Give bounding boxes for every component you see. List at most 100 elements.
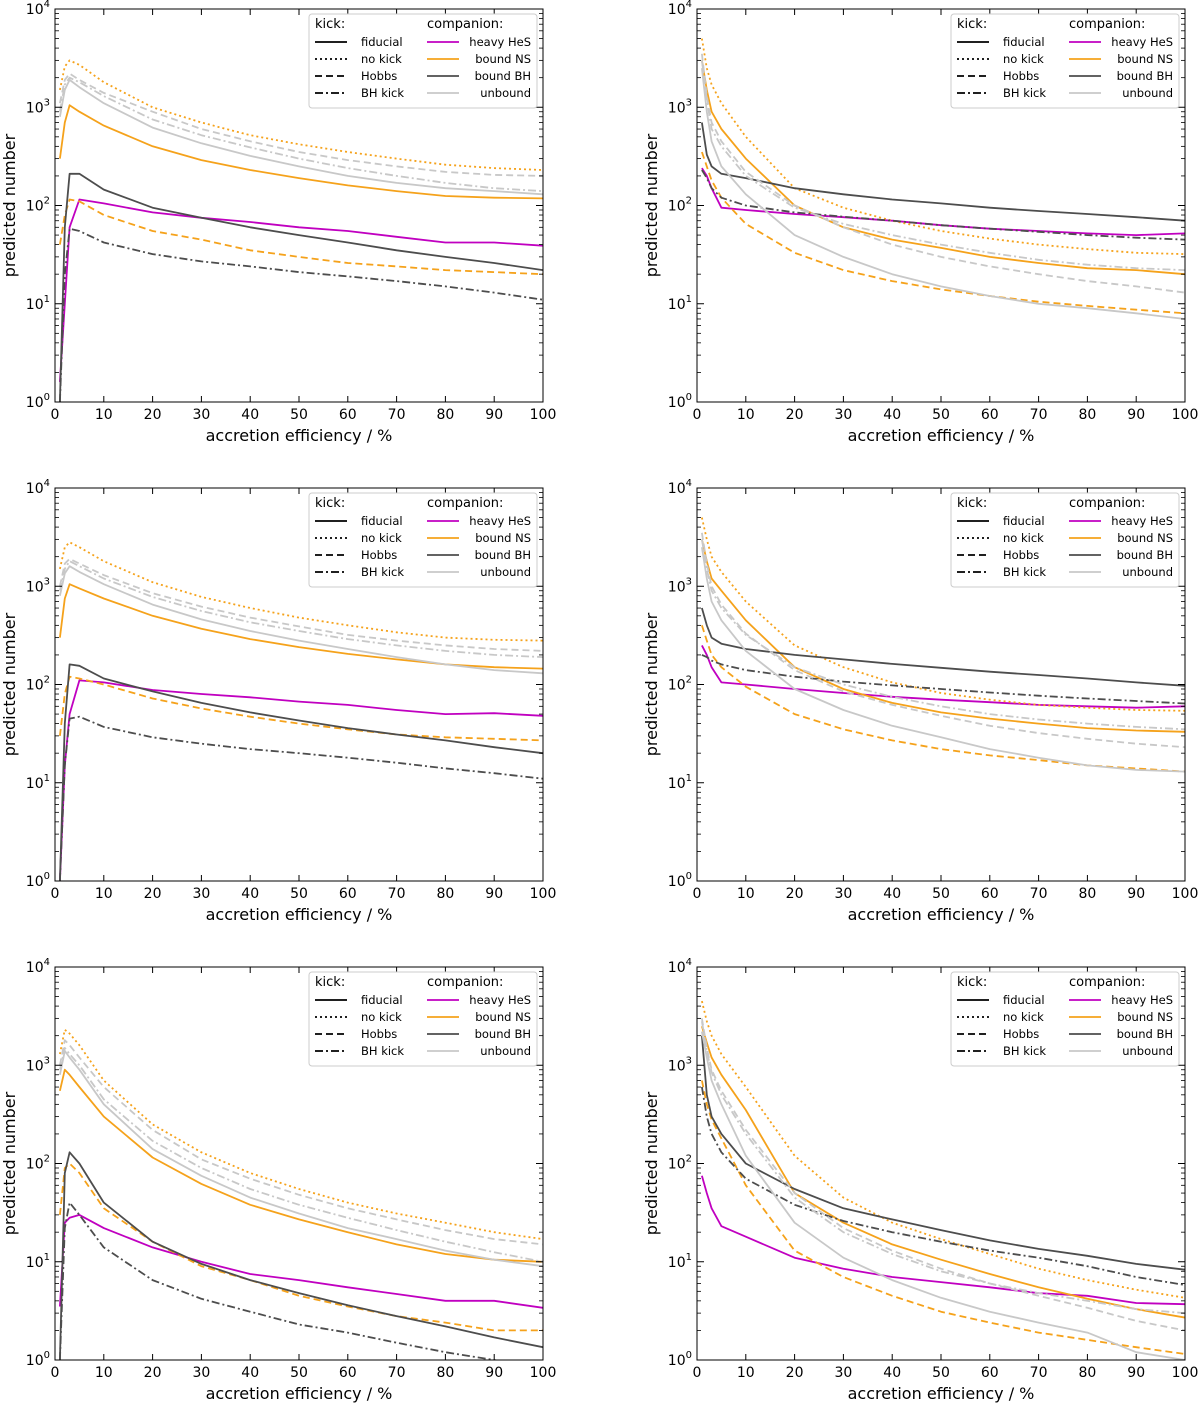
x-tick-label: 40: [883, 1365, 901, 1381]
y-tick-label: 104: [668, 478, 692, 497]
x-tick-label: 30: [192, 886, 210, 902]
x-tick-label: 80: [436, 886, 454, 902]
x-tick-label: 50: [932, 407, 950, 423]
legend-kick-label: no kick: [361, 531, 402, 545]
x-tick-label: 40: [241, 886, 259, 902]
series-group: [59, 1028, 543, 1360]
legend-companion-title: companion:: [1069, 975, 1145, 990]
series-line-bound-bh-bh-kick: [59, 1201, 499, 1360]
x-tick-label: 20: [144, 407, 162, 423]
legend: kick: companion: fiducial no kick Hobbs BH ki…: [950, 13, 1180, 109]
x-tick-label: 10: [95, 1365, 113, 1381]
series-line-unbound-fiducial: [701, 1031, 1185, 1360]
series-group: [59, 59, 543, 402]
series-line-bound-ns-fiducial: [59, 104, 543, 200]
legend-kick-title: kick:: [957, 496, 987, 511]
legend-companion-label: bound NS: [475, 52, 531, 66]
series-line-unbound-bh-kick: [59, 1047, 543, 1263]
x-tick-label: 80: [1078, 407, 1096, 423]
x-tick-label: 90: [485, 407, 503, 423]
legend-kick-title: kick:: [315, 17, 345, 32]
y-tick-label: 100: [668, 1350, 692, 1369]
legend-companion-label: heavy HeS: [1111, 35, 1173, 49]
legend-kick-label: BH kick: [361, 565, 404, 579]
x-axis-label: accretion efficiency / %: [848, 905, 1035, 924]
legend-box: [308, 971, 538, 1067]
y-tick-label: 103: [668, 576, 692, 595]
y-tick-label: 104: [26, 0, 50, 18]
legend-box: [950, 13, 1180, 109]
series-line-unbound-hobbs: [59, 1039, 543, 1246]
series-line-bound-bh-fiducial: [701, 122, 1185, 222]
y-tick-label: 103: [26, 97, 50, 116]
legend-kick-label: BH kick: [1003, 1044, 1046, 1058]
series-line-unbound-bh-kick: [59, 76, 543, 192]
panel-middle-left: 0 10 20 30 40 50 60 70 80 90 100 100 101 102 103 104 acc…: [0, 478, 556, 924]
series-line-heavy-hes-fiducial: [59, 198, 543, 382]
y-tick-label: 101: [26, 773, 50, 792]
x-tick-label: 60: [981, 407, 999, 423]
y-tick-label: 100: [26, 392, 50, 411]
series-line-bound-bh-bh-kick: [59, 715, 543, 881]
y-tick-label: 102: [26, 196, 50, 215]
legend: kick: companion: fiducial no kick Hobbs BH ki…: [950, 492, 1180, 588]
legend-kick-label: Hobbs: [361, 69, 397, 83]
legend-companion-label: bound BH: [1117, 1027, 1173, 1041]
x-tick-label: 80: [436, 407, 454, 423]
x-tick-label: 100: [1172, 886, 1199, 902]
legend-companion-title: companion:: [427, 17, 503, 32]
legend-kick-label: no kick: [361, 52, 402, 66]
series-line-bound-bh-bh-kick: [701, 654, 1185, 705]
legend-companion-label: bound BH: [475, 1027, 531, 1041]
x-tick-label: 20: [144, 886, 162, 902]
x-tick-label: 100: [530, 886, 557, 902]
legend-companion-label: unbound: [480, 565, 531, 579]
y-tick-label: 100: [26, 871, 50, 890]
x-tick-label: 60: [981, 886, 999, 902]
x-tick-label: 80: [1078, 886, 1096, 902]
legend-kick-label: BH kick: [1003, 86, 1046, 100]
x-tick-label: 90: [1127, 886, 1145, 902]
legend-companion-label: heavy HeS: [469, 993, 531, 1007]
legend-companion-label: bound NS: [1117, 52, 1173, 66]
legend-kick-label: fiducial: [1003, 35, 1045, 49]
y-tick-label: 104: [668, 957, 692, 976]
x-tick-label: 20: [786, 886, 804, 902]
x-tick-label: 70: [1030, 407, 1048, 423]
y-tick-label: 103: [26, 1055, 50, 1074]
panel-bottom-left: 0 10 20 30 40 50 60 70 80 90 100 100 101 102 103 104 acc…: [0, 957, 556, 1403]
x-axis-label: accretion efficiency / %: [848, 1384, 1035, 1403]
series-line-bound-ns-fiducial: [701, 60, 1185, 276]
x-tick-label: 0: [693, 886, 702, 902]
x-tick-label: 100: [1172, 407, 1199, 423]
y-tick-label: 104: [668, 0, 692, 18]
series-line-unbound-fiducial: [701, 68, 1185, 320]
legend-companion-label: bound BH: [475, 69, 531, 83]
x-tick-label: 90: [485, 1365, 503, 1381]
legend-box: [308, 13, 538, 109]
legend-box: [950, 971, 1180, 1067]
legend-kick-label: Hobbs: [1003, 69, 1039, 83]
y-axis-label: predicted number: [0, 1091, 19, 1235]
y-axis-label: predicted number: [642, 1091, 661, 1235]
x-tick-label: 80: [1078, 1365, 1096, 1381]
legend-kick-title: kick:: [957, 17, 987, 32]
x-axis-label: accretion efficiency / %: [206, 426, 393, 445]
legend-kick-label: fiducial: [361, 514, 403, 528]
x-tick-label: 20: [786, 1365, 804, 1381]
legend-kick-label: BH kick: [361, 1044, 404, 1058]
series-line-bound-bh-fiducial: [701, 607, 1185, 687]
y-axis-label: predicted number: [0, 133, 19, 277]
legend-kick-title: kick:: [957, 975, 987, 990]
legend-kick-title: kick:: [315, 975, 345, 990]
x-axis-label: accretion efficiency / %: [206, 905, 393, 924]
series-line-unbound-bh-kick: [701, 1021, 1185, 1314]
series-line-bound-ns-no-kick: [701, 38, 1185, 255]
series-line-unbound-fiducial: [701, 547, 1185, 773]
series-line-unbound-hobbs: [701, 53, 1185, 294]
y-tick-label: 100: [668, 392, 692, 411]
series-line-heavy-hes-fiducial: [701, 1175, 1185, 1306]
x-tick-label: 0: [693, 407, 702, 423]
x-tick-label: 30: [834, 1365, 852, 1381]
x-tick-label: 100: [530, 1365, 557, 1381]
